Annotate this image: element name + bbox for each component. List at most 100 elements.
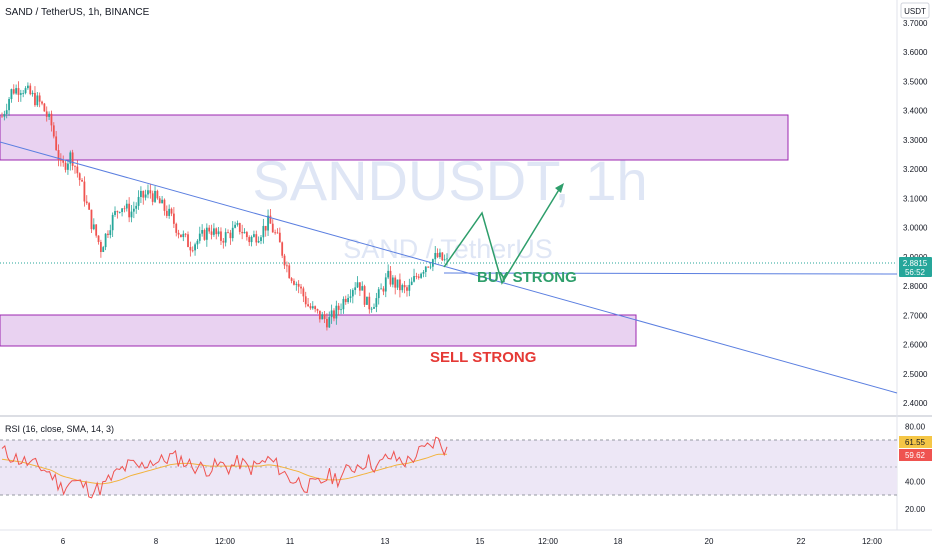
- candle-body: [45, 111, 48, 117]
- candle-body: [36, 95, 39, 106]
- candle-body: [335, 305, 338, 319]
- price-badge-value: 2.8815: [903, 259, 928, 268]
- candle-body: [316, 309, 319, 311]
- candle-body: [293, 280, 295, 285]
- rsi-badge-value: 61.55: [905, 438, 926, 447]
- candle-body: [88, 203, 91, 210]
- candle-body: [12, 89, 15, 94]
- candle-body: [262, 225, 265, 238]
- candle-body: [55, 136, 58, 151]
- candle-body: [210, 231, 213, 235]
- candle-body: [443, 259, 446, 261]
- rsi-title[interactable]: RSI (16, close, SMA, 14, 3): [5, 424, 114, 434]
- projection-path[interactable]: [443, 187, 561, 285]
- price-tick-label: 2.7000: [903, 311, 928, 320]
- time-tick-label: 15: [476, 537, 485, 546]
- candle-body: [114, 211, 116, 215]
- candle-body: [149, 190, 152, 194]
- candle-body: [250, 236, 253, 243]
- candle-body: [314, 306, 317, 310]
- candle-body: [356, 282, 359, 288]
- time-tick-label: 12:00: [862, 537, 883, 546]
- candle-body: [137, 196, 140, 206]
- candle-body: [92, 224, 95, 230]
- candle-body: [142, 190, 145, 198]
- candle-body: [182, 233, 185, 238]
- rsi-ma-badge: [899, 449, 932, 461]
- candle-body: [401, 285, 404, 291]
- resistance-zone[interactable]: [0, 114, 789, 161]
- price-tick-label: 3.6000: [903, 48, 928, 57]
- time-tick-label: 12:00: [215, 537, 236, 546]
- candle-body: [377, 289, 380, 299]
- candle-body: [304, 296, 307, 305]
- time-tick-label: 18: [614, 537, 623, 546]
- candle-body: [366, 296, 368, 305]
- candle-body: [43, 103, 46, 112]
- candle-body: [205, 227, 208, 240]
- candle-body: [349, 296, 352, 298]
- candle-body: [132, 208, 135, 212]
- candle-body: [439, 252, 441, 258]
- rsi-line: [1, 436, 448, 499]
- candle-body: [135, 205, 138, 209]
- candle-body: [253, 234, 255, 237]
- candle-body: [424, 266, 427, 273]
- candle-body: [384, 277, 387, 292]
- buy-strong-label[interactable]: BUY STRONG: [477, 269, 577, 286]
- candle-body: [245, 232, 248, 238]
- candle-body: [302, 288, 305, 297]
- support-zone[interactable]: [0, 314, 637, 347]
- candle-body: [382, 288, 385, 292]
- candle-body: [255, 234, 258, 243]
- candle-body: [81, 180, 83, 182]
- symbol-title[interactable]: SAND / TetherUS, 1h, BINANCE: [5, 7, 150, 18]
- candle-body: [5, 110, 8, 115]
- candle-body: [125, 203, 128, 209]
- time-tick-label: 12:00: [538, 537, 559, 546]
- candle-body: [24, 88, 27, 94]
- candle-body: [238, 223, 241, 232]
- candle-body: [326, 318, 328, 328]
- candle-body: [434, 252, 437, 260]
- candle-body: [300, 286, 302, 289]
- candle-body: [283, 255, 286, 266]
- candle-body: [361, 286, 364, 291]
- candle-body: [116, 211, 119, 213]
- price-tick-label: 3.0000: [903, 224, 928, 233]
- price-tick-label: 2.6000: [903, 341, 928, 350]
- candle-body: [170, 208, 173, 214]
- price-tick-label: 2.4000: [903, 399, 928, 408]
- candle-body: [271, 223, 274, 233]
- rsi-tick-label: 80.00: [905, 422, 926, 431]
- candle-body: [123, 208, 126, 210]
- candle-body: [121, 208, 123, 212]
- candle-body: [309, 306, 312, 309]
- candle-body: [347, 297, 350, 303]
- candle-body: [128, 203, 131, 218]
- candle-body: [328, 317, 331, 328]
- currency-badge[interactable]: [900, 2, 930, 19]
- candle-body: [373, 307, 375, 309]
- candle-body: [184, 233, 187, 235]
- horizontal-level-line[interactable]: [443, 272, 898, 275]
- candle-body: [78, 173, 81, 181]
- trendline[interactable]: [0, 141, 898, 394]
- candle-body: [41, 101, 43, 104]
- candle-body: [62, 160, 65, 163]
- currency-label: USDT: [904, 7, 926, 16]
- candle-body: [69, 152, 72, 164]
- candle-body: [147, 190, 149, 195]
- candle-body: [297, 283, 300, 287]
- candle-body: [201, 230, 204, 234]
- candle-body: [394, 277, 397, 288]
- sell-strong-label[interactable]: SELL STRONG: [430, 349, 536, 366]
- candle-body: [118, 211, 121, 213]
- candle-body: [375, 298, 378, 308]
- candle-body: [278, 232, 281, 243]
- candle-body: [323, 314, 326, 319]
- candle-body: [1, 116, 3, 118]
- candle-body: [281, 242, 284, 256]
- candle-body: [10, 89, 13, 100]
